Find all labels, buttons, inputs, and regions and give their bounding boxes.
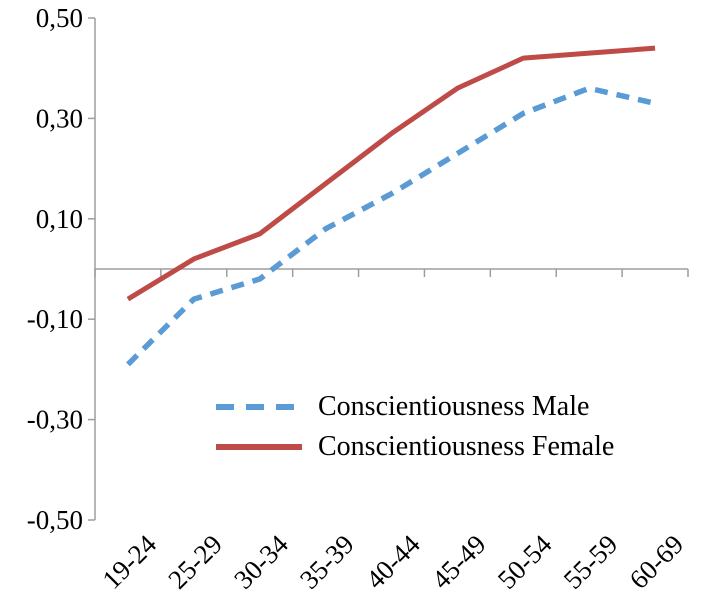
chart-legend: Conscientiousness Male Conscientiousness… xyxy=(216,390,614,464)
y-axis-label: 0,30 xyxy=(36,103,83,133)
x-axis-label: 40-44 xyxy=(360,529,426,595)
x-axis-label: 50-54 xyxy=(492,529,558,595)
legend-swatch-male xyxy=(216,404,302,410)
legend-label-male: Conscientiousness Male xyxy=(318,391,590,422)
x-axis-label: 25-29 xyxy=(162,529,228,595)
y-axis-label: -0,10 xyxy=(27,304,83,334)
female-series-line xyxy=(126,45,656,302)
legend-item-female: Conscientiousness Female xyxy=(216,430,614,464)
x-axis-label: 45-49 xyxy=(426,529,492,595)
y-axis-label: -0,30 xyxy=(27,405,83,435)
x-axis-label: 35-39 xyxy=(294,529,360,595)
y-axis-label: -0,50 xyxy=(27,505,83,535)
x-axis-label: 55-59 xyxy=(558,529,624,595)
x-axis-label: 19-24 xyxy=(96,529,162,595)
male-series-line xyxy=(126,85,656,367)
legend-label-female: Conscientiousness Female xyxy=(318,431,615,462)
legend-swatch-female xyxy=(216,444,302,450)
x-axis-label: 60-69 xyxy=(624,529,690,595)
y-axis-label: 0,50 xyxy=(36,3,83,33)
y-axis-label: 0,10 xyxy=(36,204,83,234)
x-axis-label: 30-34 xyxy=(228,529,294,595)
legend-item-male: Conscientiousness Male xyxy=(216,390,614,424)
